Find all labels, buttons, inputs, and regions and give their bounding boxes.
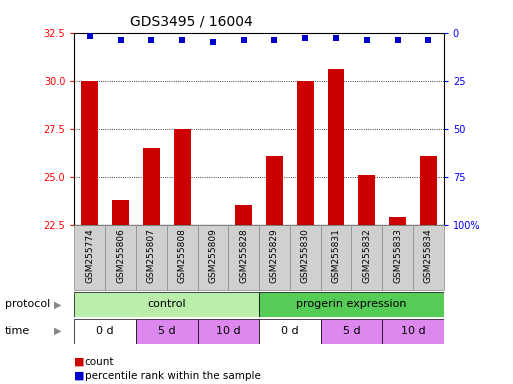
- Bar: [259, 319, 321, 344]
- Bar: [382, 319, 444, 344]
- Bar: [74, 225, 105, 290]
- Bar: [290, 225, 321, 290]
- Bar: [167, 225, 198, 290]
- Point: [240, 37, 248, 43]
- Bar: [198, 319, 259, 344]
- Text: GSM255809: GSM255809: [208, 228, 218, 283]
- Text: ■: ■: [74, 357, 85, 367]
- Text: 10 d: 10 d: [401, 326, 425, 336]
- Text: 0 d: 0 d: [96, 326, 114, 336]
- Text: GSM255832: GSM255832: [362, 228, 371, 283]
- Text: GDS3495 / 16004: GDS3495 / 16004: [130, 15, 252, 29]
- Text: percentile rank within the sample: percentile rank within the sample: [85, 371, 261, 381]
- Bar: [259, 225, 290, 290]
- Bar: [136, 225, 167, 290]
- Bar: [235, 205, 252, 225]
- Point: [332, 35, 340, 41]
- Bar: [198, 225, 228, 290]
- Text: progerin expression: progerin expression: [296, 299, 407, 310]
- Bar: [420, 156, 437, 225]
- Text: GSM255829: GSM255829: [270, 228, 279, 283]
- Bar: [173, 129, 190, 225]
- Point: [393, 37, 402, 43]
- Point: [116, 37, 125, 43]
- Text: GSM255830: GSM255830: [301, 228, 310, 283]
- Text: GSM255833: GSM255833: [393, 228, 402, 283]
- Point: [147, 37, 155, 43]
- Bar: [358, 175, 375, 225]
- Bar: [266, 156, 283, 225]
- Point: [424, 37, 432, 43]
- Text: 10 d: 10 d: [216, 326, 241, 336]
- Text: GSM255834: GSM255834: [424, 228, 433, 283]
- Bar: [74, 292, 259, 317]
- Bar: [321, 225, 351, 290]
- Text: GSM255828: GSM255828: [239, 228, 248, 283]
- Point: [270, 37, 279, 43]
- Bar: [297, 81, 313, 225]
- Bar: [327, 69, 344, 225]
- Bar: [74, 319, 136, 344]
- Text: ▶: ▶: [54, 299, 62, 310]
- Text: ■: ■: [74, 371, 85, 381]
- Text: count: count: [85, 357, 114, 367]
- Text: protocol: protocol: [5, 299, 50, 310]
- Bar: [136, 319, 198, 344]
- Text: GSM255806: GSM255806: [116, 228, 125, 283]
- Bar: [389, 217, 406, 225]
- Text: 5 d: 5 d: [158, 326, 175, 336]
- Text: GSM255831: GSM255831: [331, 228, 341, 283]
- Text: control: control: [147, 299, 186, 310]
- Text: GSM255807: GSM255807: [147, 228, 156, 283]
- Bar: [112, 200, 129, 225]
- Text: 5 d: 5 d: [343, 326, 360, 336]
- Text: ▶: ▶: [54, 326, 62, 336]
- Bar: [321, 319, 382, 344]
- Bar: [351, 225, 382, 290]
- Bar: [413, 225, 444, 290]
- Bar: [143, 148, 160, 225]
- Bar: [259, 292, 444, 317]
- Bar: [228, 225, 259, 290]
- Text: GSM255808: GSM255808: [177, 228, 187, 283]
- Text: time: time: [5, 326, 30, 336]
- Point: [178, 37, 186, 43]
- Point: [209, 39, 217, 45]
- Text: 0 d: 0 d: [281, 326, 299, 336]
- Bar: [105, 225, 136, 290]
- Point: [363, 37, 371, 43]
- Bar: [81, 81, 98, 225]
- Point: [86, 33, 94, 40]
- Text: GSM255774: GSM255774: [85, 228, 94, 283]
- Point: [301, 35, 309, 41]
- Bar: [382, 225, 413, 290]
